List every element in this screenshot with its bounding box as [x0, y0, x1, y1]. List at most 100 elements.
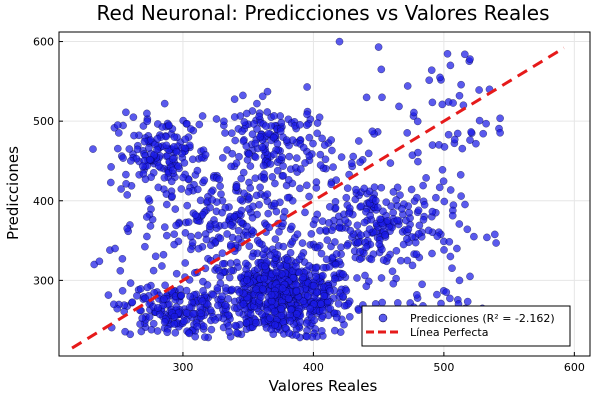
data-point — [313, 129, 322, 138]
data-point — [374, 43, 383, 51]
data-point — [284, 175, 293, 184]
data-point — [467, 128, 475, 136]
data-point — [270, 307, 279, 316]
data-point — [252, 191, 261, 200]
data-point — [316, 161, 325, 169]
data-point — [196, 196, 205, 205]
data-point — [188, 155, 197, 164]
data-point — [345, 209, 353, 218]
data-point — [143, 109, 151, 118]
data-point — [183, 201, 192, 210]
data-point — [220, 221, 229, 230]
data-point — [141, 294, 150, 303]
data-point — [355, 247, 364, 256]
data-point — [184, 187, 193, 196]
data-point — [320, 292, 329, 300]
data-point — [299, 143, 308, 152]
data-point — [450, 135, 459, 144]
data-point — [405, 208, 413, 217]
data-point — [325, 202, 334, 211]
data-point — [281, 324, 290, 332]
data-point — [352, 185, 360, 194]
data-point — [278, 284, 287, 293]
data-point — [272, 268, 281, 277]
data-point — [382, 198, 391, 207]
data-point — [160, 173, 169, 182]
data-point — [104, 291, 113, 299]
data-point — [455, 91, 464, 100]
data-point — [377, 274, 386, 282]
data-point — [267, 297, 276, 306]
data-point — [240, 189, 248, 198]
data-point — [316, 226, 324, 235]
data-point — [319, 271, 327, 280]
data-point — [226, 259, 235, 268]
data-point — [168, 166, 177, 175]
data-point — [393, 299, 402, 307]
data-point — [144, 195, 153, 203]
data-point — [251, 139, 260, 148]
y-tick-label: 300 — [33, 274, 54, 287]
data-point — [212, 115, 221, 123]
data-point — [277, 304, 285, 313]
data-point — [475, 86, 483, 94]
data-point — [162, 231, 171, 240]
data-point — [193, 322, 202, 331]
data-point — [443, 49, 452, 58]
data-point — [158, 262, 166, 270]
data-point — [245, 194, 254, 202]
data-point — [316, 150, 325, 159]
data-point — [320, 141, 329, 149]
data-point — [411, 238, 420, 247]
data-point — [455, 220, 464, 228]
data-point — [453, 244, 461, 253]
data-point — [260, 173, 268, 182]
data-point — [256, 183, 264, 192]
data-point — [303, 332, 311, 341]
data-point — [232, 182, 241, 191]
data-point — [332, 250, 341, 258]
data-point — [170, 240, 178, 249]
data-point — [379, 256, 388, 264]
data-point — [160, 223, 169, 231]
data-point — [438, 100, 447, 109]
data-point — [412, 290, 421, 299]
data-point — [144, 144, 153, 152]
data-point — [207, 188, 216, 196]
data-point — [231, 136, 240, 145]
data-point — [393, 216, 402, 225]
data-point — [303, 110, 311, 119]
data-point — [185, 329, 194, 338]
data-point — [171, 205, 180, 213]
data-point — [311, 264, 320, 272]
data-point — [325, 219, 333, 227]
data-point — [138, 162, 147, 171]
data-point — [376, 215, 384, 224]
data-point — [286, 248, 295, 257]
data-point — [362, 282, 371, 291]
data-point — [378, 298, 387, 307]
data-point — [466, 55, 474, 63]
data-point — [191, 211, 200, 219]
data-point — [235, 288, 244, 297]
data-point — [123, 191, 132, 199]
data-point — [245, 242, 254, 251]
data-point — [270, 112, 278, 120]
data-point — [256, 132, 265, 141]
data-point — [172, 221, 180, 230]
data-point — [268, 173, 277, 181]
data-point — [449, 99, 457, 107]
data-point — [353, 274, 361, 282]
data-point — [263, 108, 272, 116]
data-point — [457, 80, 465, 89]
data-point — [448, 211, 457, 220]
data-point — [230, 95, 239, 104]
data-point — [389, 188, 398, 196]
x-tick-label: 400 — [303, 361, 324, 374]
data-point — [368, 127, 377, 136]
data-point — [414, 148, 422, 157]
data-point — [259, 161, 268, 170]
data-point — [472, 139, 480, 148]
data-point — [311, 215, 320, 224]
